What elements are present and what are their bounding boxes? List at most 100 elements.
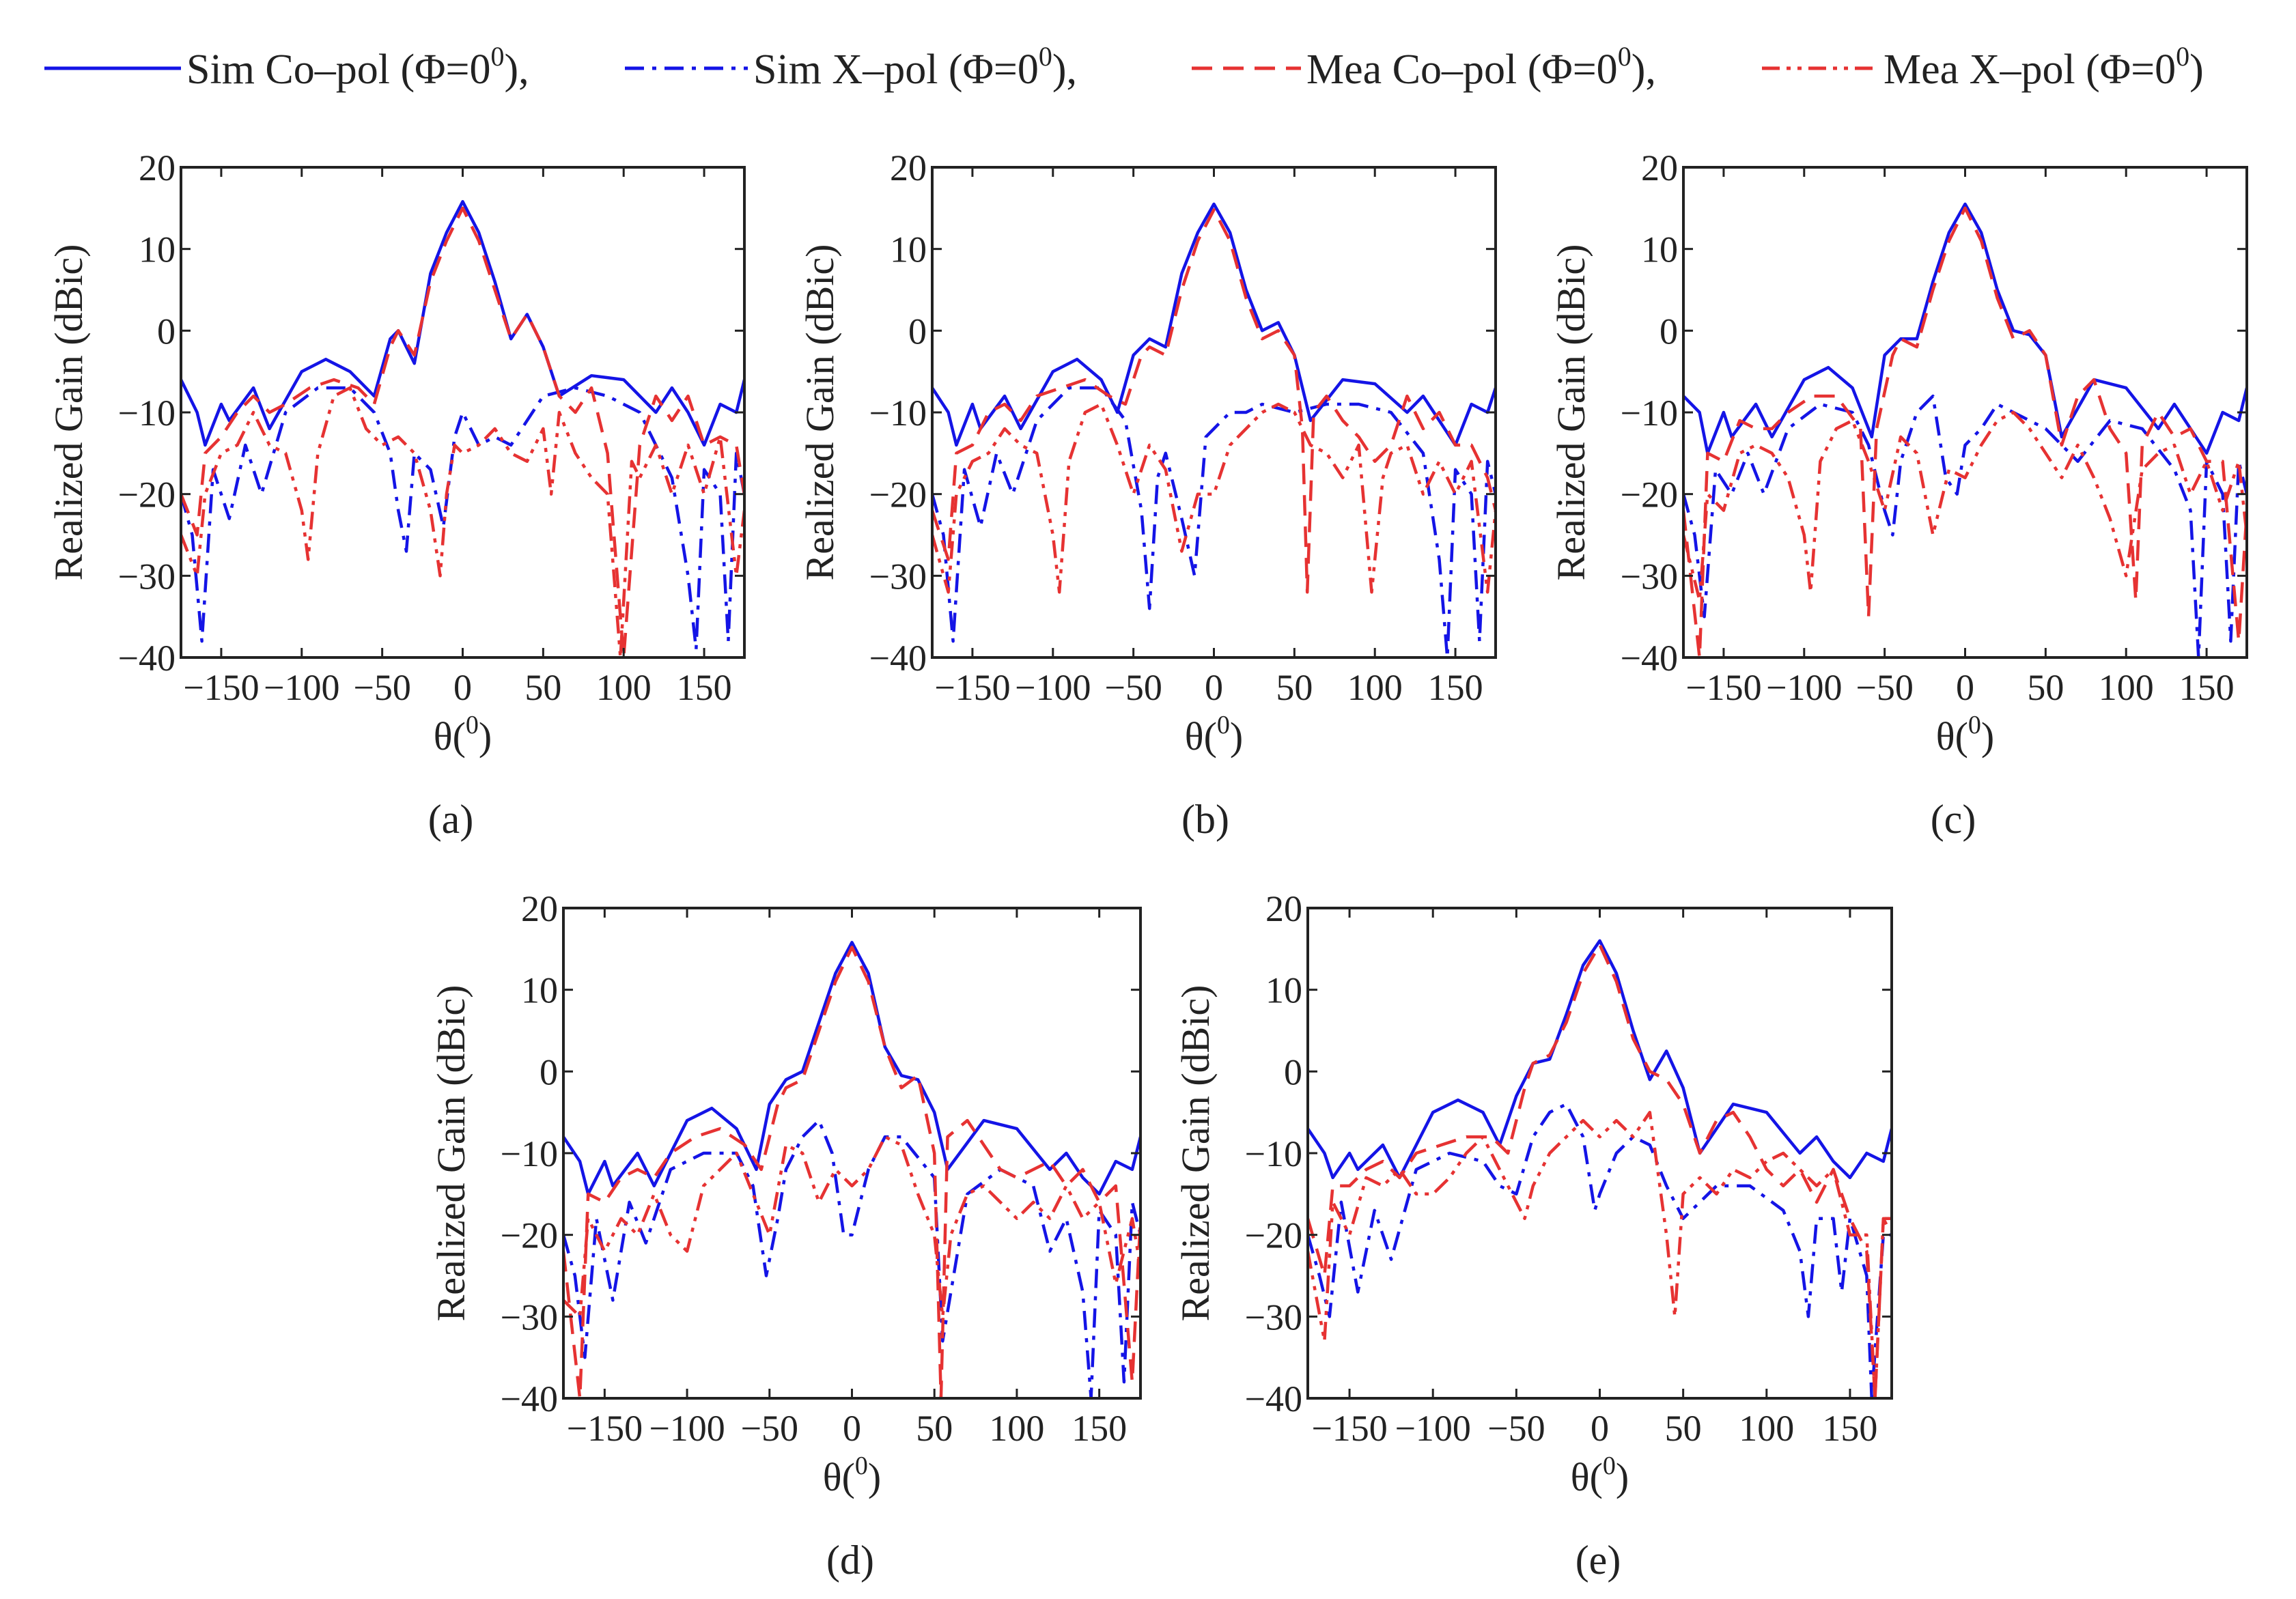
legend-entry: Sim Co–pol (Φ=00),	[44, 41, 529, 93]
x-axis-label: θ(0)	[1185, 711, 1243, 759]
axes-frame	[1306, 907, 1893, 1400]
legend-entry: Mea Co–pol (Φ=00),	[1192, 41, 1656, 93]
legend-label: Mea X–pol (Φ=00)	[1884, 41, 2204, 93]
y-axis-label: Realized Gain (dBic)	[798, 244, 842, 581]
y-tick-label: 20	[890, 147, 927, 188]
y-tick-label: −10	[1245, 1133, 1302, 1174]
plot-area	[563, 941, 1140, 1398]
series-line	[563, 1118, 1140, 1398]
y-tick-label: 20	[521, 888, 558, 929]
y-tick-label: 0	[1284, 1051, 1302, 1092]
subfigure-caption: (b)	[1181, 797, 1229, 842]
x-tick-label: −100	[264, 667, 339, 708]
axes-frame	[180, 166, 746, 659]
x-tick-label: −100	[1395, 1408, 1470, 1449]
y-tick-label: 0	[540, 1051, 558, 1092]
y-tick-label: 10	[1641, 229, 1678, 270]
y-tick-label: 20	[139, 147, 176, 188]
series-line	[1308, 939, 1892, 1180]
legend-label: Mea Co–pol (Φ=00),	[1306, 41, 1656, 93]
x-axis-label: θ(0)	[434, 711, 492, 759]
x-tick-label: 100	[2099, 667, 2154, 708]
y-tick-label: 0	[1660, 311, 1678, 352]
y-tick-label: −10	[869, 393, 927, 434]
series-line	[932, 386, 1496, 657]
chart-panel: −150 −100 −50 0 50 100 150−40−30−20−1001020Rea…	[798, 147, 1497, 842]
y-tick-label: −40	[1245, 1378, 1302, 1419]
x-tick-label: −100	[1766, 667, 1842, 708]
x-tick-label: −150	[567, 1408, 643, 1449]
series-line	[181, 206, 744, 657]
x-tick-label: −150	[183, 667, 259, 708]
x-tick-label: −50	[1856, 667, 1913, 708]
y-tick-label: 10	[521, 970, 558, 1011]
x-tick-label: 150	[1822, 1408, 1877, 1449]
x-tick-label: −150	[1685, 667, 1761, 708]
y-tick-label: −40	[1621, 638, 1678, 679]
x-tick-label: 50	[1276, 667, 1313, 708]
x-tick-label: 50	[1665, 1408, 1702, 1449]
axes-frame	[562, 907, 1142, 1400]
x-tick-label: 100	[1739, 1408, 1794, 1449]
y-tick-label: −10	[501, 1133, 558, 1174]
x-tick-label: 150	[1072, 1408, 1127, 1449]
x-tick-label: 0	[453, 667, 472, 708]
x-axis-label: θ(0)	[823, 1452, 881, 1499]
subfigure-caption: (c)	[1931, 797, 1976, 842]
series-line	[1683, 410, 2247, 602]
x-axis-label: θ(0)	[1571, 1452, 1629, 1499]
x-tick-label: −100	[649, 1408, 725, 1449]
y-tick-label: −20	[118, 475, 176, 515]
x-tick-label: 100	[596, 667, 652, 708]
series-line	[1683, 394, 2247, 657]
series-line	[1308, 1102, 1892, 1398]
x-tick-label: −100	[1015, 667, 1091, 708]
y-tick-label: −20	[1245, 1215, 1302, 1256]
plot-area	[181, 200, 744, 657]
plot-area	[932, 202, 1496, 657]
x-tick-label: −50	[1487, 1408, 1545, 1449]
y-axis-label: Realized Gain (dBic)	[46, 244, 91, 581]
legend-label: Sim Co–pol (Φ=00),	[186, 41, 529, 93]
y-tick-label: 0	[157, 311, 176, 352]
x-tick-label: 100	[1347, 667, 1403, 708]
plot-area	[1683, 202, 2247, 657]
y-tick-label: −10	[118, 393, 176, 434]
legend-label: Sim X–pol (Φ=00),	[753, 41, 1077, 93]
series-line	[563, 946, 1140, 1398]
y-tick-label: −30	[1245, 1297, 1302, 1338]
y-axis-label: Realized Gain (dBic)	[429, 985, 473, 1322]
x-tick-label: 50	[916, 1408, 953, 1449]
axes-frame	[931, 166, 1497, 659]
series-line	[563, 1135, 1140, 1318]
x-tick-label: −150	[1311, 1408, 1387, 1449]
y-tick-label: −40	[501, 1378, 558, 1419]
y-tick-label: −10	[1621, 393, 1678, 434]
y-tick-label: 0	[908, 311, 927, 352]
series-line	[1308, 943, 1892, 1398]
series-line	[1308, 1110, 1892, 1398]
plot-area	[1308, 939, 1892, 1398]
x-tick-label: 100	[989, 1408, 1044, 1449]
y-tick-label: 10	[890, 229, 927, 270]
y-axis-label: Realized Gain (dBic)	[1549, 244, 1593, 581]
series-line	[1683, 202, 2247, 455]
series-line	[181, 386, 744, 657]
series-line	[932, 402, 1496, 594]
x-tick-label: −50	[741, 1408, 798, 1449]
y-tick-label: 20	[1265, 888, 1302, 929]
x-tick-label: 0	[843, 1408, 861, 1449]
series-line	[181, 386, 744, 651]
chart-panel: −150 −100 −50 0 50 100 150−40−30−20−1001020Rea…	[46, 147, 746, 842]
subfigure-caption: (d)	[826, 1538, 874, 1583]
x-tick-label: 50	[524, 667, 561, 708]
x-tick-label: −50	[1104, 667, 1162, 708]
x-tick-label: 0	[1205, 667, 1223, 708]
x-tick-label: 0	[1591, 1408, 1609, 1449]
series-line	[563, 941, 1140, 1196]
y-tick-label: −40	[118, 638, 176, 679]
chart-panels: −150 −100 −50 0 50 100 150−40−30−20−1001020Rea…	[46, 147, 2248, 1583]
x-tick-label: −50	[353, 667, 410, 708]
axes-frame	[1682, 166, 2248, 659]
y-tick-label: −40	[869, 638, 927, 679]
